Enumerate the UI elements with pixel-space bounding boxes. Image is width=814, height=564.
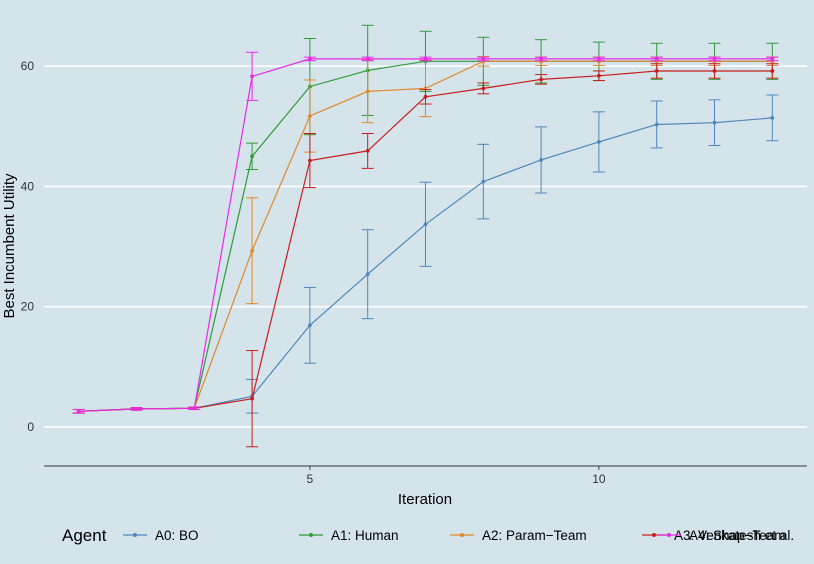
data-point [597,140,601,144]
data-point [770,57,775,61]
data-point [307,114,312,118]
y-tick-label: 20 [21,300,35,314]
data-point [365,272,370,277]
legend: Agent A0: BO A1: Human A2: Param−Team A3: V… [62,526,794,545]
legend-key-point [460,533,464,537]
data-point [423,222,428,227]
y-tick-label: 40 [21,179,35,193]
data-point [654,57,659,61]
x-tick-label: 10 [592,472,606,486]
plot-area [72,24,779,448]
data-point [192,406,197,411]
data-point [307,57,312,61]
data-point [307,323,312,328]
data-point [712,69,717,73]
data-point [597,57,601,61]
x-axis-label: Iteration [398,491,452,508]
legend-key-point [133,533,137,537]
data-point [365,57,370,61]
x-axis-ticks: 5 10 [307,466,606,486]
data-point [597,73,601,78]
data-point [250,396,254,401]
y-tick-label: 60 [21,59,35,73]
y-axis-ticks: 0 20 40 60 [21,59,35,434]
legend-title: Agent [62,526,107,545]
data-point [712,120,717,125]
data-point [481,57,486,61]
data-point [539,77,544,82]
data-point [134,406,139,411]
data-point [712,57,717,61]
data-point [76,409,81,414]
x-tick-label: 5 [307,472,314,486]
data-point [539,57,544,61]
legend-label: A3: Venkatesh et al. [674,528,794,543]
legend-label: A4: Shap−Team [689,528,785,543]
data-point [307,158,312,163]
legend-label: A1: Human [331,528,399,543]
data-point [423,57,428,61]
legend-key-point [652,533,656,537]
series-A4: Shap−Team [72,51,779,414]
data-point [770,69,775,73]
data-point [250,154,254,159]
legend-label: A2: Param−Team [482,528,587,543]
data-point [654,69,659,73]
data-point [365,89,370,94]
data-point [481,179,486,184]
data-point [770,115,775,120]
legend-key-point [309,533,313,537]
y-tick-label: 0 [27,420,34,434]
data-point [539,158,544,162]
y-axis-label: Best Incumbent Utility [1,173,18,319]
legend-label: A0: BO [155,528,199,543]
legend-key-point [667,533,671,537]
data-point [250,74,254,79]
data-point [654,122,659,127]
series-A0: BO [72,94,779,414]
data-point [250,248,254,253]
data-point [365,149,370,153]
data-point [481,86,486,91]
data-point [423,94,428,99]
